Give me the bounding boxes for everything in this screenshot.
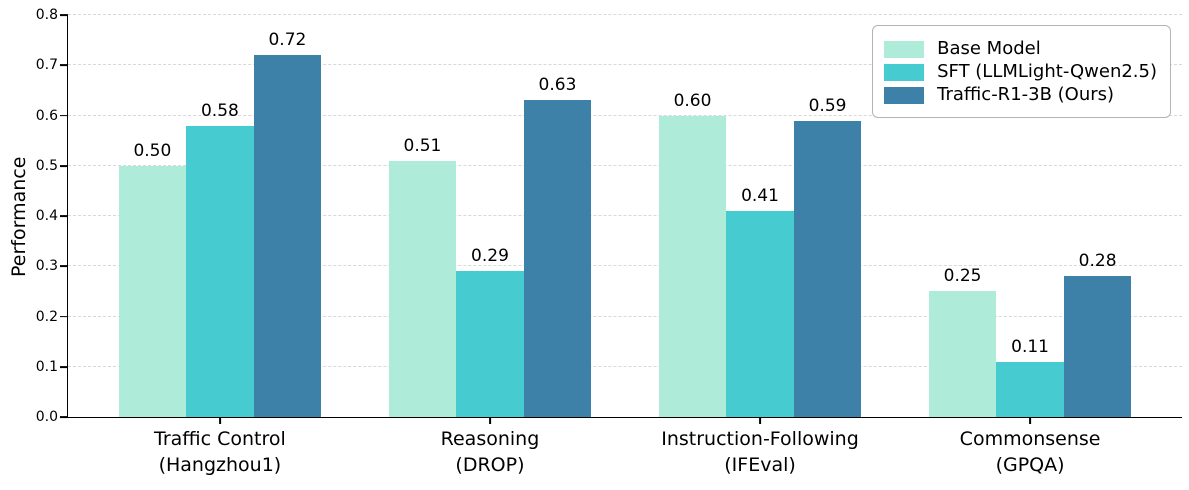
bar bbox=[118, 165, 187, 417]
y-tick-mark bbox=[60, 215, 68, 217]
legend-row: SFT (LLMLight-Qwen2.5) bbox=[884, 63, 1157, 81]
legend: Base Model SFT (LLMLight-Qwen2.5) Traffic-… bbox=[872, 25, 1171, 118]
bar-value-label: 0.50 bbox=[133, 140, 172, 161]
bar bbox=[1063, 276, 1132, 417]
bar-value-label: 0.63 bbox=[538, 75, 577, 96]
gridline bbox=[68, 14, 1182, 15]
y-tick-mark bbox=[60, 114, 68, 117]
bar bbox=[523, 100, 592, 417]
y-tick-mark bbox=[60, 265, 68, 268]
bar-value-label: 0.41 bbox=[741, 185, 779, 206]
y-tick-label: 0.0 bbox=[35, 409, 58, 425]
y-tick-mark bbox=[60, 416, 68, 418]
legend-row: Base Model bbox=[884, 40, 1157, 58]
x-tick-mark bbox=[759, 417, 761, 424]
y-tick-mark bbox=[60, 14, 68, 16]
y-tick-mark bbox=[60, 315, 68, 318]
bar bbox=[996, 361, 1064, 417]
bar-value-label: 0.59 bbox=[808, 95, 847, 116]
y-tick-label: 0.4 bbox=[35, 208, 58, 224]
gridline bbox=[68, 315, 1182, 317]
y-tick-label: 0.6 bbox=[35, 107, 58, 124]
x-category-label: Commonsense (GPQA) bbox=[959, 428, 1101, 476]
x-category-label: Traffic Control (Hangzhou1) bbox=[154, 428, 286, 476]
bar bbox=[726, 210, 794, 417]
bar-value-label: 0.58 bbox=[200, 100, 239, 121]
bar-value-label: 0.60 bbox=[673, 90, 712, 111]
bar bbox=[388, 160, 457, 417]
legend-swatch bbox=[884, 63, 925, 81]
gridline bbox=[68, 114, 1182, 116]
gridline bbox=[68, 215, 1182, 216]
bar-value-label: 0.72 bbox=[268, 30, 307, 51]
x-tick-mark bbox=[219, 417, 221, 424]
y-tick-label: 0.2 bbox=[35, 308, 58, 325]
legend-swatch bbox=[884, 40, 925, 58]
x-category-label: Reasoning (DROP) bbox=[440, 428, 540, 476]
bar-value-label: 0.25 bbox=[943, 266, 982, 287]
bar bbox=[456, 271, 524, 417]
bar-value-label: 0.28 bbox=[1078, 251, 1117, 272]
bar-value-label: 0.51 bbox=[403, 135, 442, 156]
legend-label: Traffic-R1-3B (Ours) bbox=[937, 84, 1115, 105]
x-tick-mark bbox=[489, 417, 491, 424]
bar bbox=[186, 125, 254, 417]
y-tick-label: 0.7 bbox=[35, 57, 58, 74]
bar bbox=[928, 291, 997, 417]
legend-swatch bbox=[884, 86, 925, 104]
legend-label: Base Model bbox=[937, 38, 1041, 59]
x-tick-mark bbox=[1029, 417, 1031, 424]
gridline bbox=[68, 164, 1182, 166]
y-tick-label: 0.5 bbox=[35, 157, 58, 174]
gridline bbox=[68, 64, 1182, 66]
bar bbox=[793, 120, 862, 417]
y-tick-label: 0.1 bbox=[35, 358, 58, 375]
gridline bbox=[68, 365, 1182, 367]
legend-label: SFT (LLMLight-Qwen2.5) bbox=[937, 61, 1157, 82]
bar bbox=[658, 115, 727, 417]
y-tick-label: 0.8 bbox=[35, 7, 58, 23]
y-tick-mark bbox=[60, 365, 68, 368]
bar-value-label: 0.11 bbox=[1011, 336, 1050, 357]
legend-row: Traffic-R1-3B (Ours) bbox=[884, 86, 1157, 104]
gridline bbox=[68, 265, 1182, 267]
y-tick-mark bbox=[60, 164, 68, 167]
y-tick-label: 0.3 bbox=[35, 258, 58, 275]
bar bbox=[253, 55, 322, 417]
x-category-label: Instruction-Following (IFEval) bbox=[661, 428, 859, 476]
y-tick-mark bbox=[60, 64, 68, 67]
plot-area: 0.50 0.58 0.72 0.51 0.29 0.63 0.60 0.41 0.59 0.25… bbox=[36, 8, 1182, 476]
bar-value-label: 0.29 bbox=[471, 246, 509, 267]
